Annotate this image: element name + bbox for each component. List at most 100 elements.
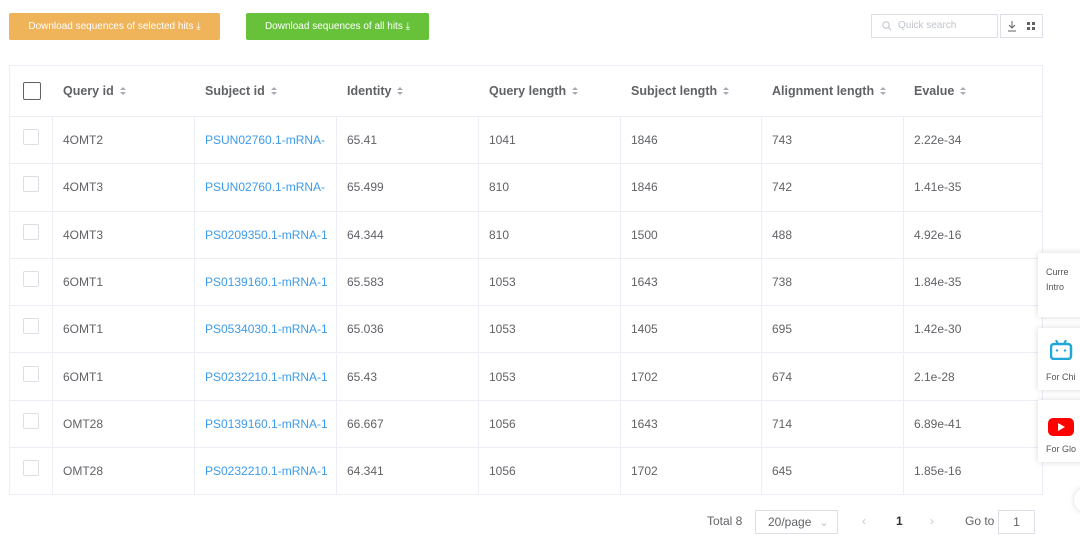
goto-label: Go to: [965, 514, 995, 528]
row-checkbox[interactable]: [23, 129, 39, 145]
table-cell: 65.43: [337, 353, 479, 401]
table-cell: 1056: [479, 400, 621, 449]
table-cell: 65.499: [337, 164, 479, 212]
sort-icon: [960, 87, 967, 95]
subject-link-cell[interactable]: PS0139160.1-mRNA-1: [195, 400, 337, 449]
youtube-icon: [1048, 418, 1074, 436]
row-checkbox-cell: [10, 164, 53, 212]
column-header[interactable]: Subject id: [195, 66, 337, 117]
table-cell: 488: [762, 211, 904, 259]
table-cell: 6OMT1: [53, 353, 195, 401]
table-tools[interactable]: [1000, 14, 1043, 38]
table-cell: 65.036: [337, 306, 479, 354]
bilibili-panel[interactable]: For Chi: [1038, 328, 1080, 390]
bilibili-icon: [1050, 340, 1073, 360]
table-cell: 4OMT2: [53, 117, 195, 165]
row-checkbox[interactable]: [23, 460, 39, 477]
row-checkbox[interactable]: [23, 176, 39, 193]
table-cell: 64.344: [337, 211, 479, 259]
table-cell: 1405: [621, 306, 762, 354]
row-checkbox-cell: [10, 258, 53, 307]
button-label: Download sequences of all hits: [264, 21, 403, 32]
table-cell: 1643: [621, 258, 762, 307]
subject-link-cell[interactable]: PSUN02760.1-mRNA-: [195, 164, 337, 212]
table-cell: 4.92e-16: [904, 212, 1042, 259]
table-cell: 2.1e-28: [904, 354, 1042, 401]
page-size-select[interactable]: 20/page ⌄: [755, 510, 838, 534]
sort-icon: [397, 87, 404, 95]
subject-link-cell[interactable]: PS0209350.1-mRNA-1: [195, 211, 337, 259]
page-size: 20/page: [768, 515, 812, 529]
header-label: Subject id: [205, 84, 265, 98]
header-label: Alignment length: [772, 84, 875, 98]
table-cell: 1.42e-30: [904, 306, 1042, 354]
quick-search[interactable]: Quick search: [871, 14, 998, 38]
column-header[interactable]: Alignment length: [762, 66, 904, 117]
row-checkbox-cell: [10, 117, 53, 165]
column-header[interactable]: Query length: [479, 66, 621, 117]
column-header[interactable]: Identity: [337, 66, 479, 117]
header-label: Identity: [347, 84, 392, 98]
column-header[interactable]: Evalue: [904, 66, 1042, 117]
download-selected-button[interactable]: Download sequences of selected hits ⤓: [9, 13, 220, 40]
table-cell: 743: [762, 117, 904, 165]
row-checkbox[interactable]: [23, 365, 39, 382]
intro-panel[interactable]: Curre Intro: [1038, 253, 1080, 317]
header-label: Subject length: [631, 84, 718, 98]
column-header[interactable]: Query id: [53, 66, 195, 117]
table-cell: 742: [762, 164, 904, 212]
total-count: Total 8: [707, 514, 743, 528]
search-icon: [882, 21, 892, 31]
table-cell: 645: [762, 448, 904, 496]
row-checkbox[interactable]: [23, 223, 39, 240]
table-cell: 66.667: [337, 400, 479, 449]
results-table: Query id Subject id Identity Query length Su…: [9, 65, 1043, 496]
next-page[interactable]: ›: [930, 514, 934, 528]
table-cell: 1.84e-35: [904, 259, 1042, 307]
row-checkbox-cell: [10, 448, 53, 496]
column-header[interactable]: Subject length: [621, 66, 762, 117]
table-cell: OMT28: [53, 400, 195, 449]
table-cell: 1053: [479, 306, 621, 354]
table-cell: 1702: [621, 353, 762, 401]
row-checkbox[interactable]: [23, 318, 39, 335]
table-cell: 1053: [479, 258, 621, 307]
table-cell: 1846: [621, 117, 762, 165]
table-cell: 1041: [479, 117, 621, 165]
search-placeholder: Quick search: [898, 20, 957, 31]
subject-link-cell[interactable]: PS0232210.1-mRNA-1: [195, 353, 337, 401]
table-cell: 1702: [621, 448, 762, 496]
row-checkbox[interactable]: [23, 412, 39, 429]
youtube-panel[interactable]: For Glo: [1038, 400, 1080, 462]
subject-link-cell[interactable]: PS0232210.1-mRNA-1: [195, 448, 337, 496]
table-cell: 4OMT3: [53, 164, 195, 212]
header-label: Query length: [489, 84, 567, 98]
panel-text: For Glo: [1046, 444, 1077, 454]
goto-input[interactable]: 1: [998, 510, 1035, 534]
download-all-button[interactable]: Download sequences of all hits ⤓: [246, 13, 429, 40]
subject-link-cell[interactable]: PS0139160.1-mRNA-1: [195, 258, 337, 307]
header-checkbox-cell: [10, 66, 53, 117]
table-cell: 810: [479, 211, 621, 259]
table-cell: 1846: [621, 164, 762, 212]
sort-icon: [119, 87, 126, 95]
select-all-checkbox[interactable]: [22, 82, 41, 100]
table-cell: 695: [762, 306, 904, 354]
scroll-top[interactable]: [1074, 488, 1080, 512]
row-checkbox[interactable]: [23, 270, 39, 287]
row-checkbox-cell: [10, 211, 53, 259]
table-cell: 1.85e-16: [904, 448, 1042, 496]
tool-icons: [1008, 21, 1035, 32]
subject-link-cell[interactable]: PS0534030.1-mRNA-1: [195, 306, 337, 354]
row-checkbox-cell: [10, 400, 53, 449]
table-cell: 1056: [479, 448, 621, 496]
current-page[interactable]: 1: [896, 514, 903, 528]
table-cell: 1.41e-35: [904, 164, 1042, 212]
row-checkbox-cell: [10, 353, 53, 401]
prev-page[interactable]: ‹: [862, 514, 866, 528]
table-cell: 64.341: [337, 448, 479, 496]
subject-link-cell[interactable]: PSUN02760.1-mRNA-: [195, 117, 337, 165]
sort-icon: [880, 87, 887, 95]
table-cell: 738: [762, 258, 904, 307]
